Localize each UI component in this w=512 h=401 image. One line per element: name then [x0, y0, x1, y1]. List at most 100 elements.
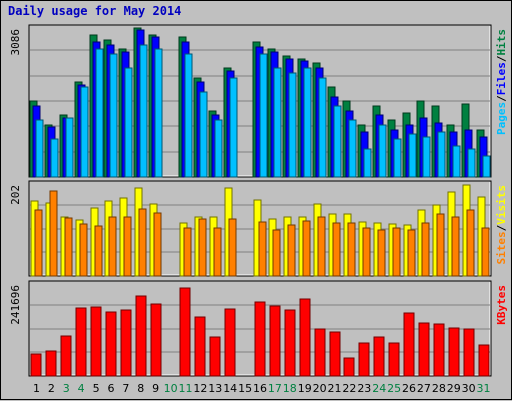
- bar-kbytes-day-27: [418, 322, 430, 377]
- bar-sites-day-27: [421, 222, 430, 277]
- bar-kbytes-day-29: [448, 327, 460, 377]
- x-tick-label-day-19: 19: [298, 382, 312, 395]
- bar-kbytes-day-2: [45, 350, 57, 377]
- x-tick-label-day-6: 6: [107, 382, 114, 395]
- bar-sites-day-17: [272, 229, 281, 277]
- bar-sites-day-18: [287, 224, 296, 277]
- bar-sites-day-19: [302, 220, 311, 277]
- legend-part: Visits: [495, 185, 508, 225]
- x-tick-label-day-26: 26: [402, 382, 416, 395]
- bar-sites-day-28: [436, 213, 445, 277]
- bar-kbytes-day-4: [75, 307, 87, 377]
- bar-kbytes-day-18: [284, 309, 296, 377]
- x-tick-label-day-4: 4: [78, 382, 85, 395]
- x-tick-label-day-14: 14: [223, 382, 237, 395]
- bar-sites-day-9: [153, 212, 162, 277]
- bar-pages-day-31: [482, 155, 491, 178]
- bar-kbytes-day-3: [60, 335, 72, 377]
- legend-part: Pages: [495, 102, 508, 135]
- x-tick-label-day-18: 18: [283, 382, 297, 395]
- bar-sites-day-23: [362, 227, 371, 277]
- x-tick-label-day-8: 8: [137, 382, 144, 395]
- bar-pages-day-11: [184, 53, 193, 178]
- bar-sites-day-3: [64, 217, 73, 277]
- x-tick-label-day-1: 1: [33, 382, 40, 395]
- bar-kbytes-day-20: [314, 328, 326, 377]
- bar-pages-day-18: [288, 72, 297, 178]
- bar-kbytes-day-28: [433, 323, 445, 377]
- bar-kbytes-day-23: [358, 342, 370, 377]
- bar-pages-day-21: [333, 105, 342, 178]
- x-tick-label-day-15: 15: [238, 382, 252, 395]
- bar-kbytes-day-7: [120, 309, 132, 377]
- bar-kbytes-day-1: [30, 353, 42, 377]
- panel-hits-files-pages-legend: Pages/Files/Hits: [495, 29, 508, 135]
- panel-hits-files-pages-axis-max-label: 3086: [9, 29, 22, 56]
- bar-kbytes-day-12: [194, 316, 206, 377]
- bar-sites-day-21: [332, 222, 341, 277]
- chart-title: Daily usage for May 2014: [8, 4, 182, 18]
- x-tick-label-day-9: 9: [152, 382, 159, 395]
- panel-kbytes-axis-max-label: 241696: [9, 285, 22, 325]
- bar-sites-day-1: [34, 209, 43, 277]
- x-tick-label-day-16: 16: [253, 382, 267, 395]
- x-tick-label-day-28: 28: [432, 382, 446, 395]
- legend-part: Files: [495, 62, 508, 95]
- panel-kbytes-legend: KBytes: [495, 285, 508, 325]
- bar-pages-day-6: [109, 53, 118, 178]
- bar-kbytes-day-30: [463, 328, 475, 377]
- bar-pages-day-13: [214, 119, 223, 178]
- bar-sites-day-2: [49, 190, 58, 277]
- legend-part: /: [495, 55, 508, 62]
- bar-kbytes-day-6: [105, 311, 117, 377]
- legend-part: Sites: [495, 231, 508, 264]
- bar-sites-day-13: [213, 227, 222, 277]
- bar-pages-day-29: [452, 145, 461, 178]
- panel-visits-sites-axis-max-label: 202: [9, 185, 22, 205]
- bar-pages-day-22: [348, 119, 357, 178]
- bar-sites-day-25: [392, 227, 401, 277]
- bar-sites-day-30: [466, 209, 475, 277]
- legend-part: KBytes: [495, 285, 508, 325]
- bar-sites-day-14: [228, 218, 237, 277]
- x-tick-label-day-24: 24: [372, 382, 386, 395]
- bar-pages-day-1: [35, 119, 44, 178]
- bar-pages-day-27: [422, 136, 431, 178]
- panel-visits-sites-legend: Sites/Visits: [495, 185, 508, 265]
- bar-pages-day-25: [393, 138, 402, 178]
- bar-pages-day-19: [303, 67, 312, 178]
- x-tick-label-day-12: 12: [193, 382, 207, 395]
- bar-pages-day-20: [318, 77, 327, 178]
- bar-pages-day-30: [467, 148, 476, 178]
- bar-pages-day-14: [229, 77, 238, 178]
- bar-kbytes-day-8: [135, 295, 147, 377]
- bar-kbytes-day-31: [478, 344, 490, 377]
- bar-kbytes-day-26: [403, 312, 415, 377]
- bar-pages-day-12: [199, 91, 208, 178]
- bar-kbytes-day-16: [254, 301, 266, 377]
- bar-sites-day-4: [79, 223, 88, 277]
- bar-kbytes-day-11: [179, 287, 191, 377]
- bar-sites-day-8: [138, 208, 147, 277]
- x-tick-label-day-2: 2: [48, 382, 55, 395]
- bar-sites-day-11: [183, 227, 192, 277]
- bar-pages-day-28: [437, 131, 446, 178]
- x-tick-label-day-29: 29: [447, 382, 461, 395]
- x-tick-label-day-3: 3: [63, 382, 70, 395]
- bar-sites-day-6: [108, 216, 117, 277]
- bar-sites-day-7: [123, 216, 132, 277]
- bar-kbytes-day-17: [269, 305, 281, 377]
- bar-sites-day-16: [258, 221, 267, 277]
- x-tick-label-day-13: 13: [208, 382, 222, 395]
- bar-pages-day-23: [363, 148, 372, 178]
- x-tick-label-day-23: 23: [357, 382, 371, 395]
- x-tick-label-day-20: 20: [313, 382, 327, 395]
- bar-sites-day-31: [481, 227, 490, 277]
- bar-sites-day-5: [94, 225, 103, 277]
- bar-pages-day-17: [273, 67, 282, 178]
- bar-kbytes-day-19: [299, 298, 311, 377]
- bar-kbytes-day-25: [388, 342, 400, 377]
- bar-kbytes-day-24: [373, 336, 385, 377]
